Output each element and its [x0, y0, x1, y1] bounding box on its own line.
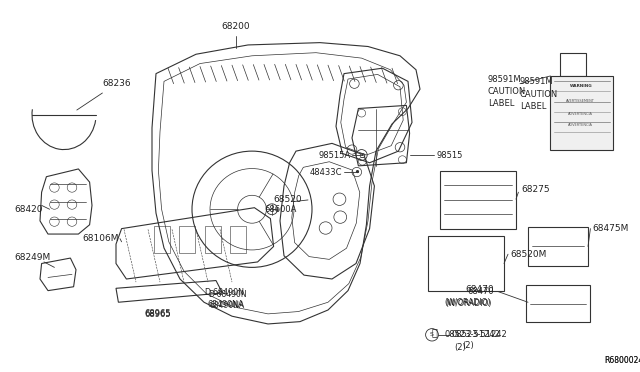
Text: S: S	[430, 332, 434, 337]
Text: 68520M: 68520M	[511, 250, 547, 259]
Text: AVERTISSEMENT: AVERTISSEMENT	[566, 99, 595, 103]
Text: 68470: 68470	[466, 285, 494, 294]
Text: 68200: 68200	[221, 22, 250, 31]
Text: LABEL: LABEL	[520, 102, 547, 112]
Text: 98515: 98515	[436, 151, 462, 160]
Text: (2): (2)	[454, 343, 466, 352]
Text: 08523-51242: 08523-51242	[444, 330, 500, 339]
Text: LABEL: LABEL	[488, 99, 515, 108]
Text: D-68490N: D-68490N	[208, 290, 246, 299]
Text: Ⓢ: Ⓢ	[431, 327, 437, 337]
Text: 98591M: 98591M	[520, 77, 554, 86]
Text: 68965: 68965	[145, 310, 172, 319]
Text: 48433C: 48433C	[310, 167, 342, 177]
Text: 68600A: 68600A	[264, 205, 296, 214]
Text: ADVERTENCIA: ADVERTENCIA	[568, 112, 593, 116]
Text: 68106M: 68106M	[82, 234, 118, 243]
Text: 68275: 68275	[522, 185, 550, 193]
Text: CAUTION: CAUTION	[488, 87, 526, 96]
Text: 08523-51242: 08523-51242	[452, 330, 508, 339]
Text: ∙: ∙	[353, 167, 360, 177]
Text: 68490NA: 68490NA	[210, 301, 245, 310]
Text: (2): (2)	[462, 341, 474, 350]
Text: 68249M: 68249M	[14, 253, 51, 262]
Text: (W/ORADIO): (W/ORADIO)	[445, 299, 492, 308]
Text: 68475M: 68475M	[592, 224, 628, 233]
Text: 68520: 68520	[274, 195, 302, 205]
Text: 68236: 68236	[102, 79, 131, 88]
Text: 68490NA: 68490NA	[208, 300, 244, 309]
FancyBboxPatch shape	[550, 76, 613, 150]
Text: R6800024: R6800024	[604, 356, 640, 365]
Text: 98591M: 98591M	[488, 75, 522, 84]
Text: 68420: 68420	[14, 205, 43, 214]
Text: (W/ORADIO): (W/ORADIO)	[445, 298, 492, 307]
Text: 68965: 68965	[144, 310, 171, 318]
Text: ADVERTENCIA: ADVERTENCIA	[568, 124, 593, 127]
Text: 68470: 68470	[468, 287, 494, 296]
Text: R6800024: R6800024	[604, 356, 640, 365]
Text: D-68490N: D-68490N	[204, 288, 244, 298]
Text: WARNING: WARNING	[570, 84, 592, 88]
Text: CAUTION: CAUTION	[520, 90, 558, 99]
Text: ⊙: ⊙	[358, 151, 365, 160]
Text: 98515A: 98515A	[318, 151, 351, 160]
